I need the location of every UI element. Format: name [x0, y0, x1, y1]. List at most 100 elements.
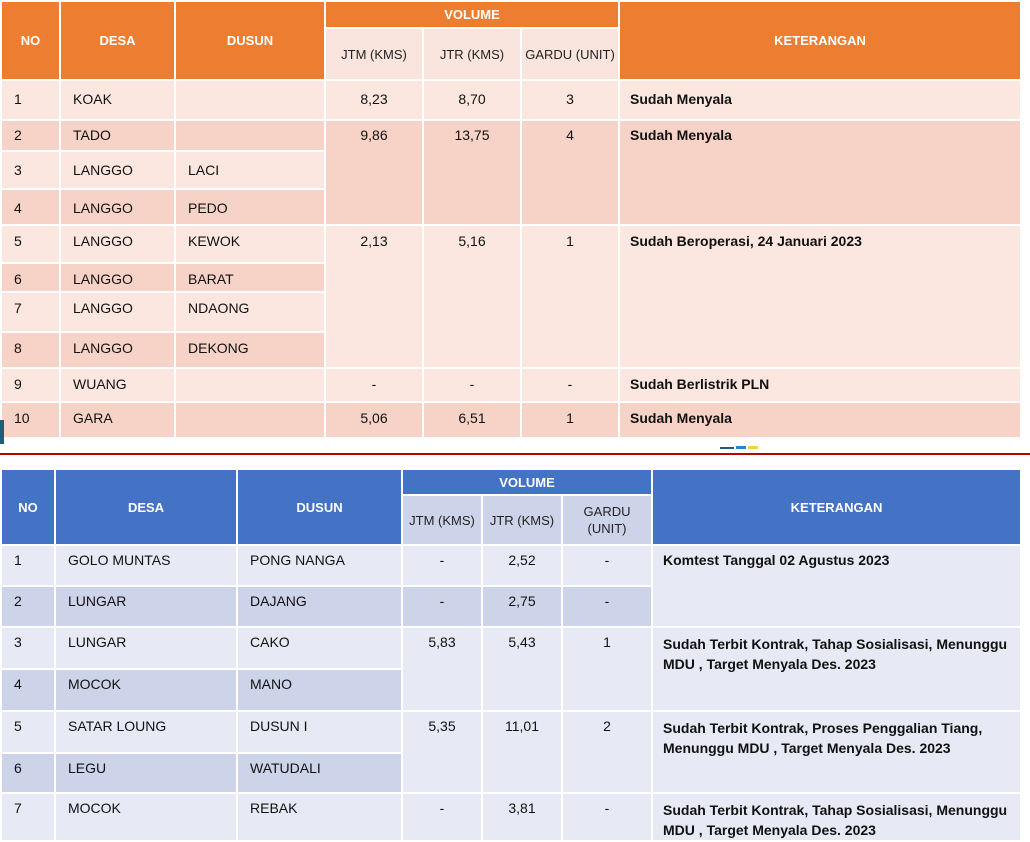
cell-no: 5	[0, 224, 61, 264]
cell-dusun: MANO	[236, 668, 403, 712]
header-keterangan: KETERANGAN	[618, 0, 1023, 81]
cell-keterangan: Sudah Terbit Kontrak, Tahap Sosialisasi,…	[651, 792, 1023, 842]
cell-jtr: -	[422, 367, 522, 403]
cell-keterangan: Sudah Terbit Kontrak, Tahap Sosialisasi,…	[651, 626, 1023, 712]
cell-jtm: -	[401, 792, 483, 842]
cell-dusun	[174, 401, 326, 439]
cell-dusun: BARAT	[174, 262, 326, 293]
cell-desa: TADO	[59, 119, 176, 152]
table-row: 6 LANGGO BARAT	[0, 262, 1021, 293]
cell-desa: LEGU	[54, 752, 238, 794]
table-row: 4 LANGGO PEDO	[0, 188, 1021, 226]
cell-jtr: 5,43	[481, 626, 563, 712]
cell-no: 1	[0, 79, 61, 121]
table-row: 4 MOCOK MANO	[0, 668, 1021, 712]
header-row: NO DESA DUSUN VOLUME KETERANGAN	[0, 468, 1023, 546]
cell-no: 1	[0, 544, 56, 587]
cell-gardu: 2	[560, 710, 654, 794]
slide-decoration-icon	[720, 446, 758, 449]
cell-desa: LANGGO	[59, 291, 176, 333]
cell-gardu: 1	[519, 401, 621, 439]
header-desa: DESA	[54, 468, 238, 546]
header-dusun: DUSUN	[174, 0, 326, 81]
table-row: 7 MOCOK REBAK - 3,81 - Sudah Terbit Kont…	[0, 792, 1023, 842]
cell-no: 2	[0, 119, 61, 152]
cell-no: 6	[0, 752, 56, 794]
cell-jtr: 3,81	[481, 792, 563, 842]
cell-desa: KOAK	[59, 79, 176, 121]
cell-keterangan: Sudah Menyala	[618, 79, 1023, 121]
cell-jtr: 2,75	[481, 585, 563, 628]
cell-no: 7	[0, 792, 56, 842]
cell-gardu: -	[519, 367, 621, 403]
cell-dusun	[174, 367, 326, 403]
cell-desa: LANGGO	[59, 150, 176, 190]
header-keterangan: KETERANGAN	[651, 468, 1023, 546]
cell-keterangan: Sudah Menyala	[618, 401, 1023, 439]
table-row: 6 LEGU WATUDALI	[0, 752, 1021, 794]
cell-no: 3	[0, 626, 56, 670]
cell-desa: LUNGAR	[54, 585, 238, 628]
cell-jtr: 8,70	[422, 79, 522, 121]
cell-jtm: 2,13	[324, 224, 424, 369]
cell-desa: WUANG	[59, 367, 176, 403]
slide-edge-accent	[0, 420, 4, 444]
cell-jtr: 6,51	[422, 401, 522, 439]
header-desa: DESA	[59, 0, 176, 81]
cell-keterangan: Sudah Beroperasi, 24 Januari 2023	[618, 224, 1023, 369]
cell-no: 3	[0, 150, 61, 190]
header-jtr: JTR (KMS)	[422, 27, 522, 81]
cell-no: 4	[0, 188, 61, 226]
cell-keterangan: Sudah Menyala	[618, 119, 1023, 226]
cell-desa: LUNGAR	[54, 626, 238, 670]
header-jtr: JTR (KMS)	[481, 494, 563, 546]
cell-jtr: 5,16	[422, 224, 522, 369]
cell-dusun: WATUDALI	[236, 752, 403, 794]
cell-dusun: PEDO	[174, 188, 326, 226]
cell-jtr: 11,01	[481, 710, 563, 794]
cell-no: 9	[0, 367, 61, 403]
cell-no: 6	[0, 262, 61, 293]
progress-table-blue: NO DESA DUSUN VOLUME KETERANGAN JTM (KMS…	[0, 468, 1023, 842]
cell-no: 8	[0, 331, 61, 369]
header-no: NO	[0, 0, 61, 81]
cell-no: 2	[0, 585, 56, 628]
table-row: 5 SATAR LOUNG DUSUN I 5,35 11,01 2 Sudah…	[0, 710, 1023, 794]
header-jtm: JTM (KMS)	[401, 494, 483, 546]
cell-jtm: -	[401, 585, 483, 628]
cell-desa: GARA	[59, 401, 176, 439]
cell-desa: MOCOK	[54, 668, 238, 712]
cell-dusun: NDAONG	[174, 291, 326, 333]
table-row: 3 LANGGO LACI	[0, 150, 1021, 190]
cell-dusun: KEWOK	[174, 224, 326, 264]
table-row: 2 TADO 9,86 13,75 4 Sudah Menyala	[0, 119, 1023, 226]
subheader-row: JTM (KMS) JTR (KMS) GARDU (UNIT)	[1, 494, 1021, 546]
cell-gardu: 1	[519, 224, 621, 369]
cell-dusun: CAKO	[236, 626, 403, 670]
cell-desa: LANGGO	[59, 224, 176, 264]
cell-no: 5	[0, 710, 56, 754]
table-row: 8 LANGGO DEKONG	[0, 331, 1021, 369]
cell-dusun: DEKONG	[174, 331, 326, 369]
cell-desa: LANGGO	[59, 262, 176, 293]
cell-jtm: 5,83	[401, 626, 483, 712]
cell-gardu: -	[560, 544, 654, 587]
header-volume: VOLUME	[323, 0, 621, 29]
slide-divider	[0, 453, 1030, 455]
cell-gardu: -	[560, 792, 654, 842]
cell-jtm: 5,06	[324, 401, 424, 439]
cell-dusun	[174, 119, 326, 152]
cell-no: 4	[0, 668, 56, 712]
cell-dusun: REBAK	[236, 792, 403, 842]
cell-desa: SATAR LOUNG	[54, 710, 238, 754]
subheader-row: JTM (KMS) JTR (KMS) GARDU (UNIT)	[1, 27, 1021, 81]
table-row: 5 LANGGO KEWOK 2,13 5,16 1 Sudah Beroper…	[0, 224, 1023, 369]
cell-keterangan: Sudah Terbit Kontrak, Proses Penggalian …	[651, 710, 1023, 794]
cell-jtm: -	[324, 367, 424, 403]
cell-gardu: 4	[519, 119, 621, 226]
cell-desa: LANGGO	[59, 331, 176, 369]
cell-dusun: DUSUN I	[236, 710, 403, 754]
progress-table-orange: NO DESA DUSUN VOLUME KETERANGAN JTM (KMS…	[0, 0, 1023, 439]
cell-jtm: -	[401, 544, 483, 587]
cell-jtm: 5,35	[401, 710, 483, 794]
